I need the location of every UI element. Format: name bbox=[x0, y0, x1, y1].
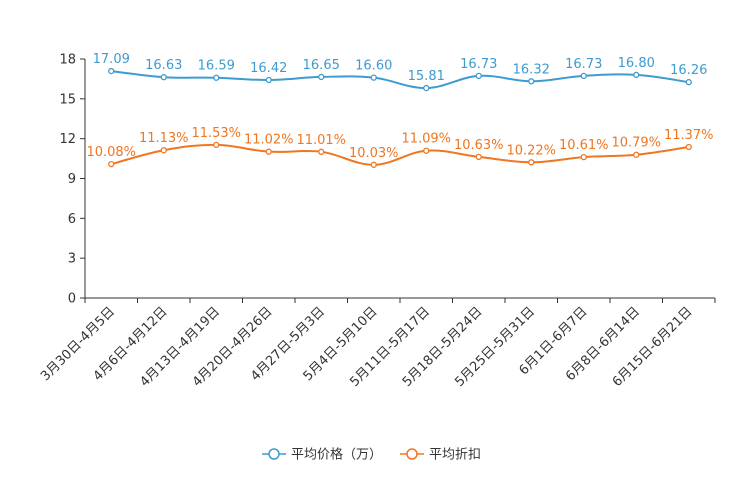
data-point[interactable] bbox=[528, 78, 535, 85]
y-tick-label: 12 bbox=[59, 132, 76, 147]
series-line-1 bbox=[110, 143, 689, 166]
series-lines bbox=[110, 70, 689, 166]
data-label: 11.09% bbox=[401, 132, 451, 147]
data-label: 16.80 bbox=[618, 56, 655, 71]
data-label: 10.61% bbox=[559, 138, 609, 153]
legend-item-1[interactable]: 平均折扣 bbox=[400, 448, 481, 463]
data-point[interactable] bbox=[265, 148, 272, 155]
y-axis-ticks: 0 3 6 9 12 15 18 bbox=[59, 53, 85, 307]
data-point[interactable] bbox=[475, 72, 482, 80]
data-point[interactable] bbox=[213, 141, 220, 149]
data-point[interactable] bbox=[160, 147, 167, 154]
data-label: 10.22% bbox=[506, 143, 556, 158]
data-point[interactable] bbox=[685, 78, 692, 86]
data-label: 16.60 bbox=[355, 59, 392, 74]
chart-axes bbox=[84, 59, 715, 299]
data-label: 11.01% bbox=[296, 133, 346, 148]
legend-item-0[interactable]: 平均价格（万） bbox=[262, 447, 382, 463]
data-point[interactable] bbox=[370, 74, 377, 81]
data-point[interactable] bbox=[633, 151, 640, 158]
data-point[interactable] bbox=[528, 159, 535, 166]
data-point[interactable] bbox=[265, 76, 272, 84]
data-point[interactable] bbox=[318, 148, 325, 155]
data-point[interactable] bbox=[580, 153, 587, 161]
legend-label: 平均价格（万） bbox=[291, 447, 382, 463]
series-line-0 bbox=[111, 70, 689, 90]
data-label: 16.73 bbox=[460, 57, 497, 72]
data-label: 11.13% bbox=[139, 131, 189, 146]
data-point[interactable] bbox=[213, 74, 220, 81]
data-label: 16.26 bbox=[670, 63, 707, 78]
data-label: 16.63 bbox=[145, 58, 182, 73]
data-label: 16.59 bbox=[198, 59, 235, 74]
legend-marker-icon bbox=[406, 448, 418, 460]
data-label: 10.08% bbox=[86, 145, 136, 160]
data-label: 17.09 bbox=[93, 52, 130, 67]
data-label: 10.63% bbox=[454, 138, 504, 153]
data-label: 15.81 bbox=[408, 69, 445, 84]
legend[interactable]: 平均价格（万） 平均折扣 bbox=[262, 447, 481, 463]
data-label: 11.53% bbox=[191, 126, 241, 141]
y-tick-label: 9 bbox=[68, 172, 76, 187]
data-point[interactable] bbox=[108, 161, 115, 168]
data-label: 16.73 bbox=[565, 57, 602, 72]
data-labels: 17.09 16.63 16.59 16.42 16.65 16.60 15.81 16.73… bbox=[86, 52, 713, 161]
y-tick-label: 3 bbox=[68, 252, 76, 267]
data-point[interactable] bbox=[633, 71, 640, 79]
data-label: 16.42 bbox=[250, 61, 287, 76]
data-label: 11.37% bbox=[664, 128, 714, 143]
data-point[interactable] bbox=[685, 143, 692, 151]
data-point[interactable] bbox=[318, 73, 325, 81]
y-tick-label: 15 bbox=[59, 92, 76, 107]
x-axis-ticks: 3月30日-4月5日4月6日-4月12日4月13日-4月19日4月20日-4月2… bbox=[38, 298, 716, 390]
data-point[interactable] bbox=[160, 74, 167, 81]
legend-label: 平均折扣 bbox=[429, 448, 481, 463]
data-point[interactable] bbox=[475, 153, 482, 161]
data-point[interactable] bbox=[370, 161, 377, 168]
data-label: 16.65 bbox=[303, 58, 340, 73]
y-tick-label: 0 bbox=[68, 292, 76, 307]
y-tick-label: 18 bbox=[59, 53, 76, 68]
data-label: 16.32 bbox=[513, 62, 550, 77]
data-label: 10.03% bbox=[349, 146, 399, 161]
data-point[interactable] bbox=[108, 67, 115, 75]
series-points bbox=[108, 67, 692, 168]
legend-marker-icon bbox=[268, 448, 280, 460]
data-label: 11.02% bbox=[244, 133, 294, 148]
data-point[interactable] bbox=[580, 72, 587, 80]
y-tick-label: 6 bbox=[68, 212, 76, 227]
data-point[interactable] bbox=[423, 147, 430, 154]
data-point[interactable] bbox=[423, 84, 430, 92]
data-label: 10.79% bbox=[611, 136, 661, 151]
